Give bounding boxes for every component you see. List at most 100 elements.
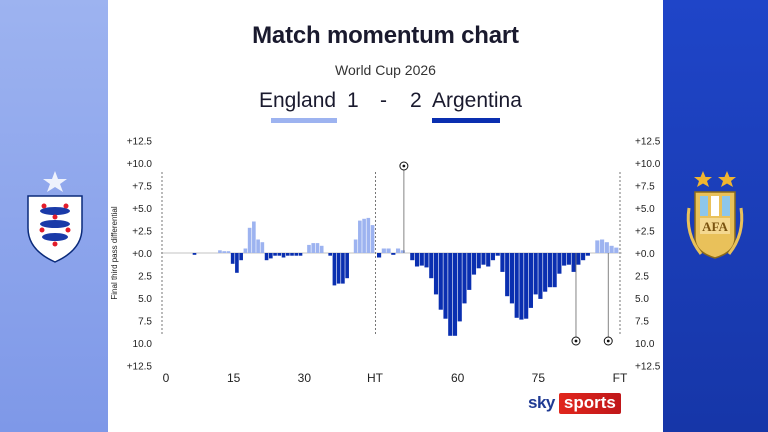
- momentum-bar: [495, 253, 500, 256]
- sky-sports-logo: sky sports: [528, 393, 621, 414]
- x-tick-label: 0: [163, 371, 170, 385]
- x-tick-label: HT: [367, 371, 384, 385]
- momentum-bar: [476, 253, 481, 269]
- momentum-bar: [366, 217, 371, 253]
- football-icon-center: [574, 339, 578, 343]
- momentum-bar: [419, 253, 424, 266]
- y-axis-label: Final third pass differential: [110, 206, 119, 299]
- momentum-bar: [457, 253, 462, 322]
- momentum-bar: [538, 253, 543, 299]
- momentum-bar: [239, 253, 243, 261]
- y-tick-label-right: +2.5: [635, 227, 655, 238]
- home-legend-bar: [271, 118, 337, 123]
- away-score: 2: [410, 89, 422, 112]
- momentum-bar: [571, 253, 576, 272]
- momentum-bar: [524, 253, 529, 319]
- y-tick-label-left: 5.0: [138, 294, 152, 305]
- y-tick-label-right: +12.5: [635, 137, 661, 148]
- momentum-bar: [505, 253, 510, 297]
- sports-logo-text: sports: [558, 393, 621, 414]
- momentum-bar: [277, 253, 282, 256]
- momentum-bar: [557, 253, 562, 274]
- momentum-bar: [519, 253, 524, 320]
- afa-crest-icon: AFA: [686, 171, 744, 259]
- momentum-bar: [576, 253, 581, 265]
- momentum-bar: [386, 248, 391, 253]
- y-tick-label-left: +2.5: [132, 227, 152, 238]
- football-icon-center: [606, 339, 610, 343]
- momentum-bar: [543, 253, 548, 292]
- momentum-bar: [256, 239, 260, 253]
- momentum-bar: [600, 239, 605, 253]
- away-legend-bar: [432, 118, 500, 123]
- momentum-bar: [429, 253, 434, 279]
- y-tick-label-right: +5.0: [635, 204, 655, 215]
- momentum-bar: [481, 253, 486, 265]
- momentum-bar: [414, 253, 420, 267]
- y-tick-label-right: +0.0: [635, 249, 655, 260]
- momentum-bar: [230, 253, 235, 264]
- momentum-bar: [552, 253, 557, 288]
- home-team-name: England: [259, 89, 337, 112]
- momentum-bar: [566, 253, 571, 265]
- momentum-bar: [235, 253, 239, 273]
- momentum-bar: [585, 253, 590, 256]
- momentum-bar: [298, 253, 303, 256]
- momentum-bar: [260, 242, 265, 253]
- momentum-bar: [226, 251, 231, 253]
- y-tick-label-right: 5.0: [635, 294, 649, 305]
- momentum-bar: [281, 253, 286, 258]
- momentum-bar: [273, 253, 277, 256]
- momentum-bar: [247, 227, 252, 253]
- momentum-bar: [614, 247, 619, 253]
- momentum-bar: [448, 253, 453, 336]
- momentum-bar: [218, 250, 222, 253]
- chart-subtitle: World Cup 2026: [335, 62, 436, 78]
- momentum-bar: [471, 253, 477, 275]
- momentum-bar: [362, 218, 366, 253]
- momentum-bar: [381, 248, 386, 253]
- momentum-bar: [252, 221, 256, 253]
- momentum-bar: [315, 243, 320, 253]
- momentum-bar: [514, 253, 519, 318]
- momentum-bar: [400, 250, 405, 253]
- y-tick-label-left: +12.5: [127, 137, 153, 148]
- chart-title: Match momentum chart: [252, 22, 519, 49]
- y-tick-label-left: +12.5: [127, 362, 153, 373]
- momentum-bar: [533, 253, 538, 295]
- x-tick-label: 15: [227, 371, 241, 385]
- momentum-bar: [490, 253, 496, 261]
- momentum-bar: [332, 253, 337, 286]
- momentum-bar: [500, 253, 505, 272]
- momentum-bar: [410, 253, 415, 261]
- momentum-bar: [311, 243, 316, 253]
- momentum-bar: [243, 248, 248, 253]
- momentum-bar: [319, 245, 324, 253]
- momentum-bar: [353, 239, 358, 253]
- y-tick-label-right: 2.5: [635, 272, 649, 283]
- away-team-name: Argentina: [432, 89, 522, 112]
- momentum-bar: [433, 253, 439, 295]
- momentum-bar: [341, 253, 345, 284]
- momentum-bar: [595, 240, 600, 253]
- momentum-bar: [285, 253, 290, 256]
- y-tick-label-right: +7.5: [635, 182, 655, 193]
- y-tick-label-right: 10.0: [635, 339, 655, 350]
- score-separator: -: [380, 89, 387, 112]
- momentum-bar: [358, 220, 362, 253]
- momentum-bar: [462, 253, 467, 304]
- x-tick-label: 60: [451, 371, 465, 385]
- momentum-bar: [345, 253, 349, 279]
- home-score: 1: [347, 89, 359, 112]
- momentum-bar: [328, 253, 332, 256]
- momentum-bar: [391, 253, 396, 255]
- football-icon-center: [402, 164, 406, 168]
- y-tick-label-left: +5.0: [132, 204, 152, 215]
- momentum-bar: [467, 253, 472, 290]
- momentum-bar: [370, 225, 375, 253]
- y-tick-label-left: +10.0: [127, 159, 153, 170]
- y-tick-label-right: +10.0: [635, 159, 661, 170]
- momentum-bar: [509, 253, 515, 304]
- momentum-bar: [528, 253, 533, 308]
